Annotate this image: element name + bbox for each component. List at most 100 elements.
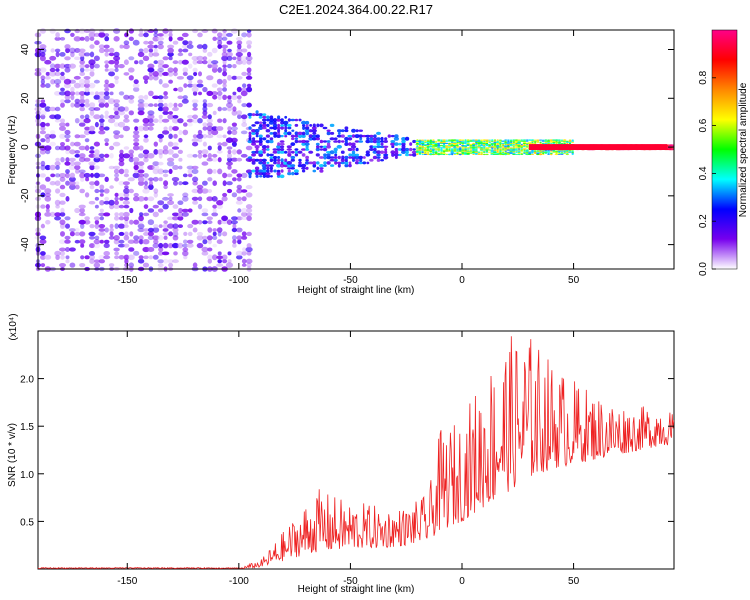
heatmap-cell [152,227,160,233]
heatmap-cell [206,157,213,162]
heatmap-cell [509,152,513,155]
heatmap-cell [450,142,454,145]
heatmap-cell [488,145,492,147]
heatmap-cell [137,196,145,202]
heatmap-cell [118,192,125,197]
heatmap-cell [411,150,417,154]
heatmap-cell [54,216,62,221]
heatmap-cell [522,139,527,141]
colorbar-tick-label: 0.6 [698,118,709,132]
heatmap-cell [283,160,289,165]
heatmap-cell [380,136,384,141]
heatmap-cell [39,184,47,190]
heatmap-cell [405,150,409,154]
heatmap-cell [504,144,508,145]
heatmap-cell [118,216,125,221]
heatmap-cell [437,153,441,156]
heatmap-cell [237,114,242,120]
heatmap-cell [528,139,532,141]
heatmap-cell [59,219,66,225]
heatmap-cell [216,150,223,154]
heatmap-cell [434,151,438,153]
heatmap-cell [206,168,213,175]
heatmap-cell [191,165,199,170]
heatmap-cell [245,246,253,253]
heatmap-cell [458,139,462,141]
heatmap-cell [498,148,503,150]
heatmap-cell [40,223,46,229]
heatmap-cell [458,147,462,149]
heatmap-cell [418,150,422,152]
heatmap-cell [261,148,267,151]
heatmap-cell [201,251,209,256]
heatmap-cell [429,152,433,154]
heatmap-cell [525,149,529,151]
heatmap-cell [265,172,271,176]
heatmap-cell [247,112,253,117]
heatmap-cell [227,126,232,131]
heatmap-cell [251,169,256,173]
heatmap-cell [222,259,228,264]
heatmap-cell [207,189,213,193]
heatmap-cell [69,180,76,186]
heatmap-cell [93,114,101,120]
heatmap-cell [216,255,224,260]
heatmap-cell [93,79,100,84]
heatmap-cell [286,148,292,151]
heatmap-cell [167,200,175,206]
heatmap-cell [157,133,164,139]
heatmap-cell [89,51,95,58]
heatmap-cell [122,125,130,132]
heatmap-cell [89,71,95,77]
heatmap-cell [520,152,524,154]
heatmap-cell [265,139,271,144]
heatmap-cell [461,153,465,156]
heatmap-cell [231,129,238,135]
heatmap-cell [64,216,71,221]
heatmap-cell [477,141,481,143]
heatmap-cell [147,67,155,73]
heatmap-cell [358,161,364,165]
heatmap-cell [305,159,309,162]
heatmap-cell [498,150,502,152]
heatmap-cell [469,148,472,150]
heatmap-cell [70,94,75,101]
heatmap-cell [269,166,273,171]
heatmap-cell [420,140,425,142]
heatmap-cell [512,150,516,152]
heatmap-cell [439,153,444,155]
heatmap-cell [258,152,264,157]
heatmap-cell [340,158,345,163]
heatmap-cell [549,152,553,154]
heatmap-cell [147,247,155,252]
heatmap-cell [390,142,396,147]
heatmap-cell [98,130,106,135]
heatmap-cell [148,255,154,260]
heatmap-cell [157,251,164,256]
heatmap-strong-line [528,144,668,150]
heatmap-cell [157,67,164,73]
heatmap-cell [173,133,178,139]
heatmap-cell [68,176,76,182]
heatmap-cell [128,110,134,116]
heatmap-cell [178,59,183,65]
heatmap-cell [59,133,66,139]
heatmap-cell [173,180,178,186]
heatmap-cell [254,158,260,162]
heatmap-cell [232,243,237,248]
heatmap-cell [520,139,523,141]
heatmap-cell [40,251,46,256]
heatmap-cell [227,63,232,69]
heatmap-cell [277,131,281,135]
heatmap-cell [158,114,163,119]
heatmap-cell [186,153,194,158]
heatmap-cell [158,95,164,100]
heatmap-cell [427,151,430,153]
heatmap-cell [237,239,242,245]
heatmap-cell [188,52,193,57]
heatmap-cell [162,169,169,174]
heatmap-cell [118,204,125,209]
heatmap-cell [539,142,542,145]
heatmap-cell [401,137,406,141]
